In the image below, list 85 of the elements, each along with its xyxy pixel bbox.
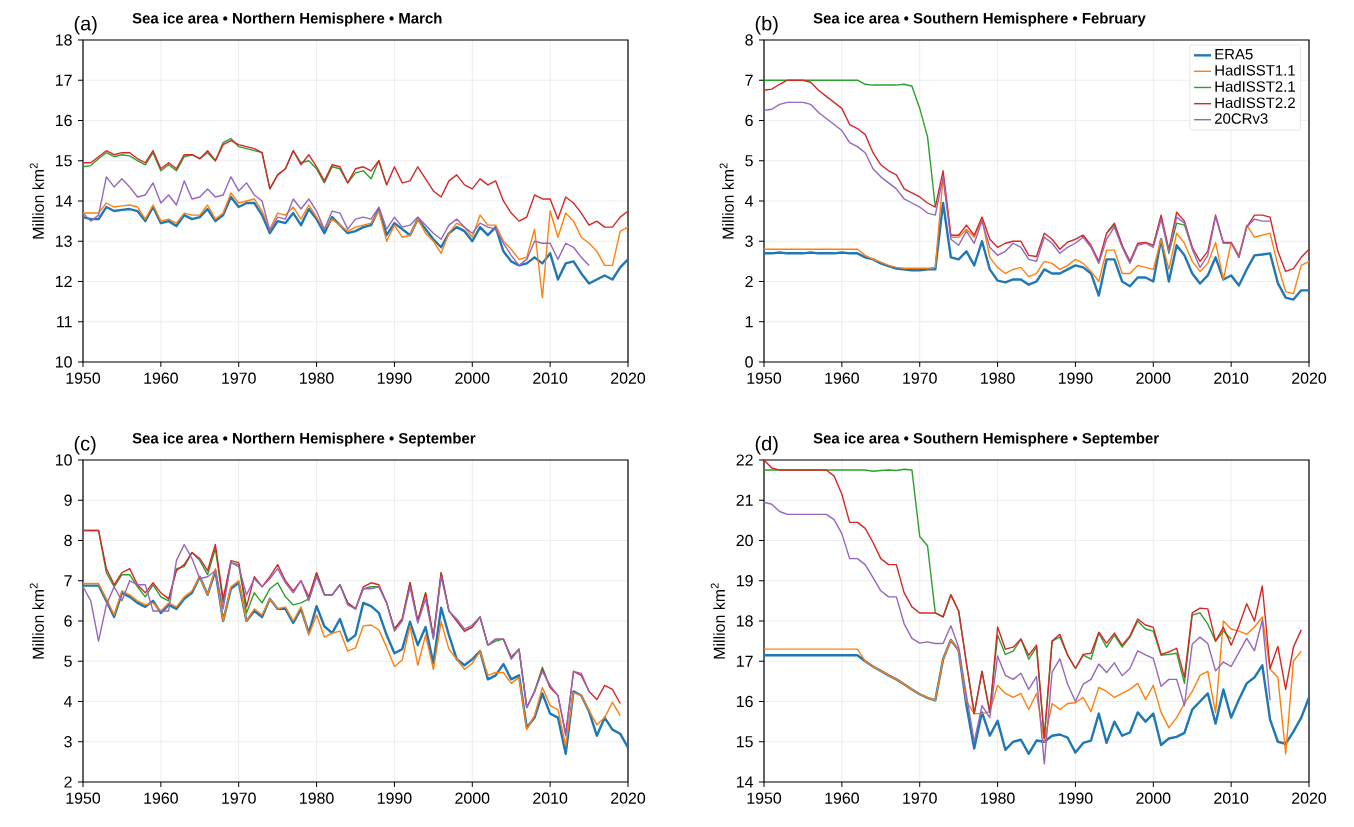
x-tick-label: 1980 xyxy=(981,372,1015,384)
y-tick-label: 12 xyxy=(55,275,72,288)
y-axis-title: Million km$^{2}$ xyxy=(710,583,725,659)
y-tick-label: 14 xyxy=(736,776,754,788)
y-tick-label: 18 xyxy=(736,615,753,627)
x-tick-label: 2020 xyxy=(1292,372,1327,384)
x-tick-label: 1950 xyxy=(747,372,782,384)
x-tick-label: 1950 xyxy=(747,792,782,804)
chart-title: Sea ice area • Northern Hemisphere • March xyxy=(132,12,442,27)
y-tick-label: 11 xyxy=(57,316,72,328)
x-tick-label: 1980 xyxy=(981,792,1015,804)
x-tick-label: 1970 xyxy=(222,372,256,384)
y-axis-title: Million km$^{2}$ xyxy=(719,163,734,239)
y-tick-label: 16 xyxy=(736,695,753,708)
y-tick-label: 6 xyxy=(745,114,753,127)
x-tick-label: 1960 xyxy=(825,792,859,804)
chart-title: Sea ice area • Southern Hemisphere • September xyxy=(813,432,1159,447)
y-tick-label: 1 xyxy=(745,316,753,328)
y-tick-label: 14 xyxy=(55,195,73,207)
text: (d) xyxy=(755,435,778,455)
y-tick-label: 13 xyxy=(55,235,72,247)
x-tick-label: 1960 xyxy=(825,372,859,384)
x-tick-label: 1960 xyxy=(144,792,178,804)
y-tick-label: 10 xyxy=(55,356,72,368)
x-tick-label: 2020 xyxy=(611,372,646,384)
y-tick-label: 8 xyxy=(64,534,72,547)
y-tick-label: 7 xyxy=(64,575,72,587)
x-tick-label: 1990 xyxy=(377,792,412,804)
x-tick-label: 1980 xyxy=(300,792,334,804)
y-tick-label: 22 xyxy=(736,454,753,466)
y-tick-label: 2 xyxy=(64,776,72,788)
x-tick-label: 1970 xyxy=(903,792,937,804)
x-tick-label: 2010 xyxy=(533,792,568,804)
legend-label: HadISST2.2 xyxy=(1215,97,1295,109)
y-tick-label: 9 xyxy=(64,494,72,506)
x-tick-label: 1990 xyxy=(1058,792,1093,804)
y-tick-label: 6 xyxy=(64,615,72,627)
y-tick-label: 5 xyxy=(745,155,753,167)
y-tick-label: 0 xyxy=(745,356,753,368)
y-axis-title: Million km$^{2}$ xyxy=(29,583,44,659)
x-tick-label: 2000 xyxy=(455,372,490,384)
x-tick-label: 2000 xyxy=(1136,372,1171,384)
y-tick-label: 10 xyxy=(55,454,72,466)
chart-title: Sea ice area • Northern Hemisphere • September xyxy=(132,432,476,447)
y-tick-label: 4 xyxy=(744,195,754,207)
y-tick-label: 5 xyxy=(64,655,72,667)
y-tick-label: 2 xyxy=(745,275,753,288)
x-tick-label: 2010 xyxy=(533,372,568,384)
y-tick-label: 3 xyxy=(64,736,72,748)
x-tick-label: 2010 xyxy=(1214,372,1249,384)
x-tick-label: 1990 xyxy=(1058,372,1093,384)
y-tick-label: 3 xyxy=(745,235,753,247)
legend-label: ERA5 xyxy=(1215,49,1253,60)
x-tick-label: 1980 xyxy=(300,372,334,384)
x-tick-label: 1950 xyxy=(66,792,101,804)
x-tick-label: 1950 xyxy=(66,372,101,384)
legend-label: HadISST1.1 xyxy=(1215,64,1295,76)
chart-title: Sea ice area • Southern Hemisphere • February xyxy=(813,12,1146,27)
y-tick-label: 17 xyxy=(55,74,72,86)
x-tick-label: 1960 xyxy=(144,372,178,384)
y-tick-label: 21 xyxy=(736,494,753,506)
y-tick-label: 7 xyxy=(745,74,753,86)
x-tick-label: 2000 xyxy=(1136,792,1171,804)
y-axis-title: Million km$^{2}$ xyxy=(29,163,44,239)
y-tick-label: 4 xyxy=(63,696,73,707)
y-tick-label: 16 xyxy=(55,114,72,127)
x-tick-label: 1970 xyxy=(903,372,937,384)
x-tick-label: 1990 xyxy=(377,372,412,384)
text: (c) xyxy=(74,435,96,455)
text: (b) xyxy=(755,15,778,35)
x-tick-label: 2010 xyxy=(1214,792,1249,804)
y-tick-label: 18 xyxy=(55,34,72,46)
text: (a) xyxy=(74,15,97,35)
x-tick-label: 2000 xyxy=(455,792,490,804)
y-tick-label: 20 xyxy=(736,534,753,547)
y-tick-label: 19 xyxy=(736,575,753,587)
x-tick-label: 2020 xyxy=(611,792,646,804)
legend-label: 20CRv3 xyxy=(1215,113,1268,124)
legend-label: HadISST2.1 xyxy=(1215,80,1295,92)
y-tick-label: 8 xyxy=(745,34,753,46)
x-tick-label: 2020 xyxy=(1292,792,1327,804)
x-tick-label: 1970 xyxy=(222,792,256,804)
y-tick-label: 15 xyxy=(736,736,753,748)
y-tick-label: 15 xyxy=(55,155,72,167)
y-tick-label: 17 xyxy=(736,655,753,667)
